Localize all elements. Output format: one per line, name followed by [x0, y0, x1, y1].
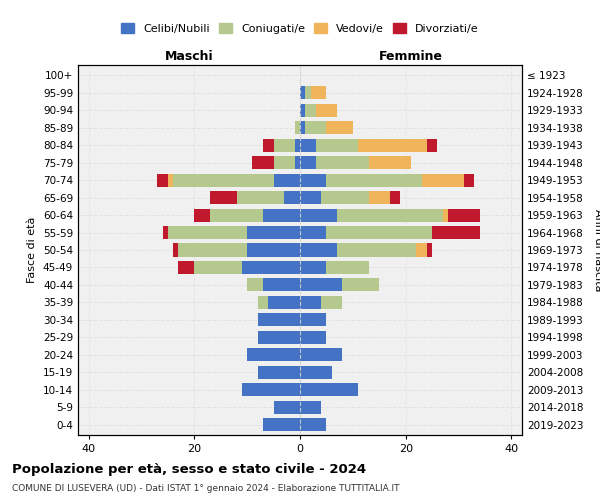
- Bar: [300, 314, 326, 326]
- Bar: [300, 400, 321, 413]
- Bar: [242, 261, 300, 274]
- Bar: [337, 208, 443, 222]
- Bar: [274, 138, 295, 152]
- Bar: [173, 244, 178, 256]
- Bar: [253, 156, 274, 170]
- Bar: [247, 278, 263, 291]
- Bar: [300, 191, 321, 204]
- Bar: [326, 174, 422, 186]
- Y-axis label: Anni di nascita: Anni di nascita: [593, 209, 600, 291]
- Bar: [316, 104, 337, 117]
- Bar: [337, 244, 416, 256]
- Bar: [242, 383, 300, 396]
- Text: Popolazione per età, sesso e stato civile - 2024: Popolazione per età, sesso e stato civil…: [12, 462, 366, 475]
- Bar: [284, 191, 300, 204]
- Bar: [236, 191, 284, 204]
- Bar: [300, 418, 326, 431]
- Bar: [178, 244, 247, 256]
- Bar: [326, 122, 353, 134]
- Bar: [258, 330, 300, 344]
- Bar: [300, 261, 326, 274]
- Bar: [464, 174, 475, 186]
- Bar: [422, 174, 464, 186]
- Bar: [268, 296, 300, 309]
- Bar: [210, 208, 263, 222]
- Bar: [274, 156, 295, 170]
- Bar: [369, 156, 411, 170]
- Bar: [300, 174, 326, 186]
- Bar: [321, 296, 342, 309]
- Bar: [300, 366, 332, 378]
- Bar: [342, 278, 379, 291]
- Bar: [311, 86, 326, 100]
- Bar: [300, 244, 337, 256]
- Bar: [300, 330, 326, 344]
- Bar: [157, 174, 168, 186]
- Bar: [300, 138, 316, 152]
- Bar: [321, 191, 369, 204]
- Bar: [316, 138, 358, 152]
- Bar: [316, 156, 369, 170]
- Bar: [300, 296, 321, 309]
- Bar: [168, 174, 173, 186]
- Bar: [258, 366, 300, 378]
- Bar: [274, 400, 300, 413]
- Bar: [263, 418, 300, 431]
- Bar: [263, 208, 300, 222]
- Bar: [300, 104, 305, 117]
- Bar: [448, 208, 480, 222]
- Bar: [247, 226, 300, 239]
- Bar: [295, 156, 300, 170]
- Bar: [369, 191, 390, 204]
- Bar: [305, 122, 326, 134]
- Bar: [163, 226, 168, 239]
- Text: Femmine: Femmine: [379, 50, 443, 64]
- Y-axis label: Fasce di età: Fasce di età: [28, 217, 37, 283]
- Bar: [258, 296, 268, 309]
- Bar: [263, 278, 300, 291]
- Bar: [300, 122, 305, 134]
- Text: Maschi: Maschi: [164, 50, 214, 64]
- Bar: [300, 383, 358, 396]
- Bar: [300, 226, 326, 239]
- Bar: [300, 278, 342, 291]
- Bar: [295, 138, 300, 152]
- Bar: [390, 191, 400, 204]
- Bar: [300, 348, 342, 362]
- Bar: [305, 104, 316, 117]
- Legend: Celibi/Nubili, Coniugati/e, Vedovi/e, Divorziati/e: Celibi/Nubili, Coniugati/e, Vedovi/e, Di…: [117, 19, 483, 38]
- Bar: [326, 226, 432, 239]
- Bar: [274, 174, 300, 186]
- Bar: [263, 138, 274, 152]
- Bar: [326, 261, 369, 274]
- Text: COMUNE DI LUSEVERA (UD) - Dati ISTAT 1° gennaio 2024 - Elaborazione TUTTITALIA.I: COMUNE DI LUSEVERA (UD) - Dati ISTAT 1° …: [12, 484, 400, 493]
- Bar: [295, 122, 300, 134]
- Bar: [358, 138, 427, 152]
- Bar: [305, 86, 311, 100]
- Bar: [427, 244, 432, 256]
- Bar: [173, 174, 274, 186]
- Bar: [194, 208, 210, 222]
- Bar: [300, 208, 337, 222]
- Bar: [168, 226, 247, 239]
- Bar: [210, 191, 236, 204]
- Bar: [432, 226, 480, 239]
- Bar: [247, 244, 300, 256]
- Bar: [194, 261, 242, 274]
- Bar: [300, 156, 316, 170]
- Bar: [178, 261, 194, 274]
- Bar: [300, 86, 305, 100]
- Bar: [443, 208, 448, 222]
- Bar: [427, 138, 437, 152]
- Bar: [247, 348, 300, 362]
- Bar: [416, 244, 427, 256]
- Bar: [258, 314, 300, 326]
